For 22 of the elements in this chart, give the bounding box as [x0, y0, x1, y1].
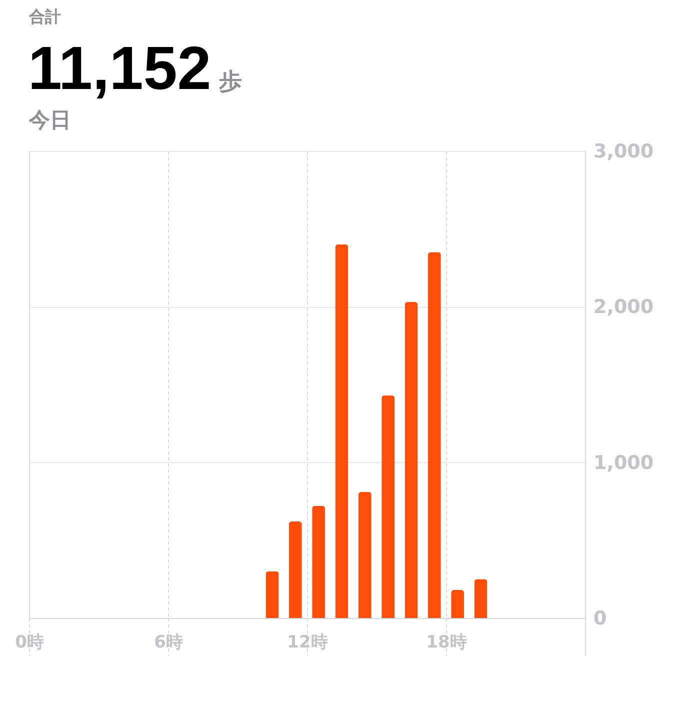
- y-tick-label: 3,000: [594, 140, 654, 162]
- y-tick-label: 2,000: [594, 296, 654, 318]
- chart-subtitle: 今日: [29, 108, 71, 134]
- x-tick-label: 0時: [15, 632, 44, 652]
- bar: [382, 395, 395, 618]
- text: 11,152: [28, 34, 212, 102]
- x-tick-label: 12時: [287, 632, 328, 652]
- y-tick-label: 0: [594, 608, 607, 630]
- bar: [312, 506, 326, 618]
- bar: [428, 252, 441, 618]
- bar: [451, 590, 464, 618]
- y-tick-label: 1,000: [594, 452, 654, 474]
- text: 歩: [219, 68, 242, 94]
- chart-title: 合計: [29, 8, 61, 28]
- bar: [335, 244, 348, 618]
- bar: [404, 302, 418, 618]
- bar: [266, 571, 279, 618]
- bar: [288, 521, 302, 618]
- bar: [474, 579, 488, 618]
- x-tick-label: 6時: [154, 632, 183, 652]
- bar: [358, 492, 372, 618]
- x-tick-label: 18時: [426, 632, 467, 652]
